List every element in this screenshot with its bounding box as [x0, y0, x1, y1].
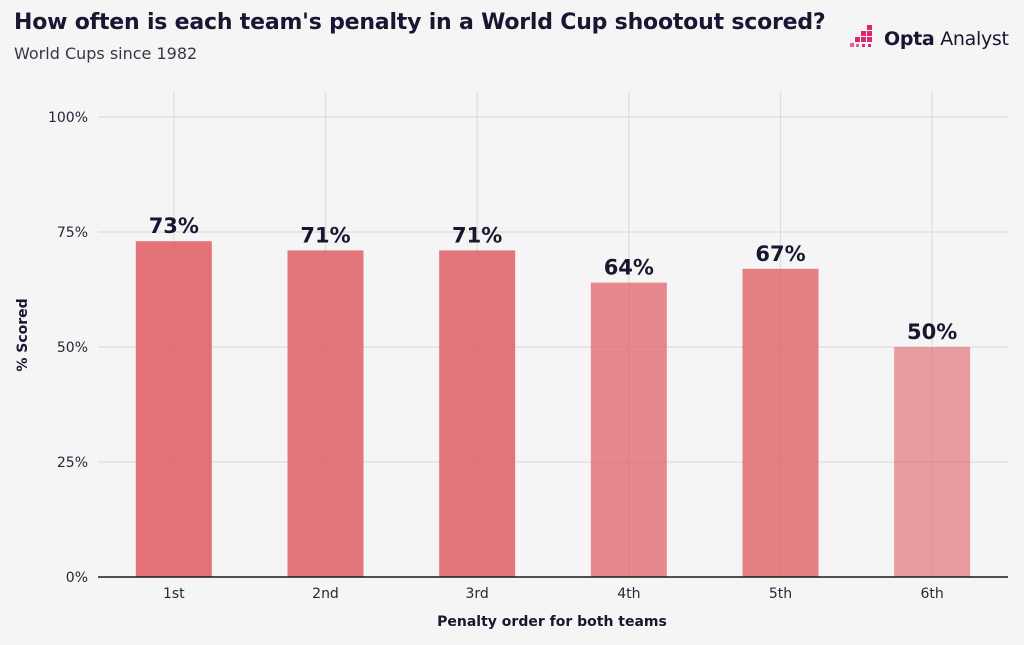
bar: [742, 268, 819, 577]
chart-title: How often is each team's penalty in a Wo…: [14, 10, 826, 35]
grid-lines: [98, 92, 1008, 577]
bar: [894, 347, 971, 577]
logo-light-text: Analyst: [940, 28, 1009, 50]
data-label: 50%: [907, 320, 957, 344]
data-labels: 73% 71% 71% 64% 67% 50%: [149, 214, 958, 344]
bar: [135, 241, 212, 577]
x-tick-label: 6th: [921, 586, 944, 602]
x-tick-label: 3rd: [466, 586, 489, 602]
x-tick-label: 2nd: [312, 586, 339, 602]
y-tick-label: 75%: [57, 225, 88, 241]
y-tick-label: 25%: [57, 455, 88, 471]
x-tick-label: 1st: [163, 586, 185, 602]
bars: [135, 241, 971, 577]
y-tick-label: 50%: [57, 340, 88, 356]
y-axis-title: % Scored: [15, 298, 31, 371]
opta-pixel-icon: [850, 24, 878, 54]
x-axis: 1st 2nd 3rd 4th 5th 6th: [98, 576, 1008, 602]
y-tick-label: 0%: [66, 570, 88, 586]
y-axis: 0% 25% 50% 75% 100%: [48, 110, 88, 586]
logo-text: Opta Analyst: [884, 28, 1009, 50]
y-tick-label: 100%: [48, 110, 88, 126]
data-label: 71%: [452, 223, 502, 247]
x-tick-label: 4th: [617, 586, 640, 602]
bar: [439, 250, 516, 577]
bar: [287, 250, 364, 577]
data-label: 71%: [300, 223, 350, 247]
data-label: 64%: [604, 256, 654, 280]
data-label: 67%: [755, 242, 805, 266]
x-tick-label: 5th: [769, 586, 792, 602]
chart-subtitle: World Cups since 1982: [14, 44, 198, 63]
logo-bold-text: Opta: [884, 28, 935, 50]
x-axis-title: Penalty order for both teams: [437, 614, 667, 630]
opta-analyst-logo: Opta Analyst: [850, 24, 1009, 54]
data-label: 73%: [149, 214, 199, 238]
bar: [590, 282, 667, 577]
